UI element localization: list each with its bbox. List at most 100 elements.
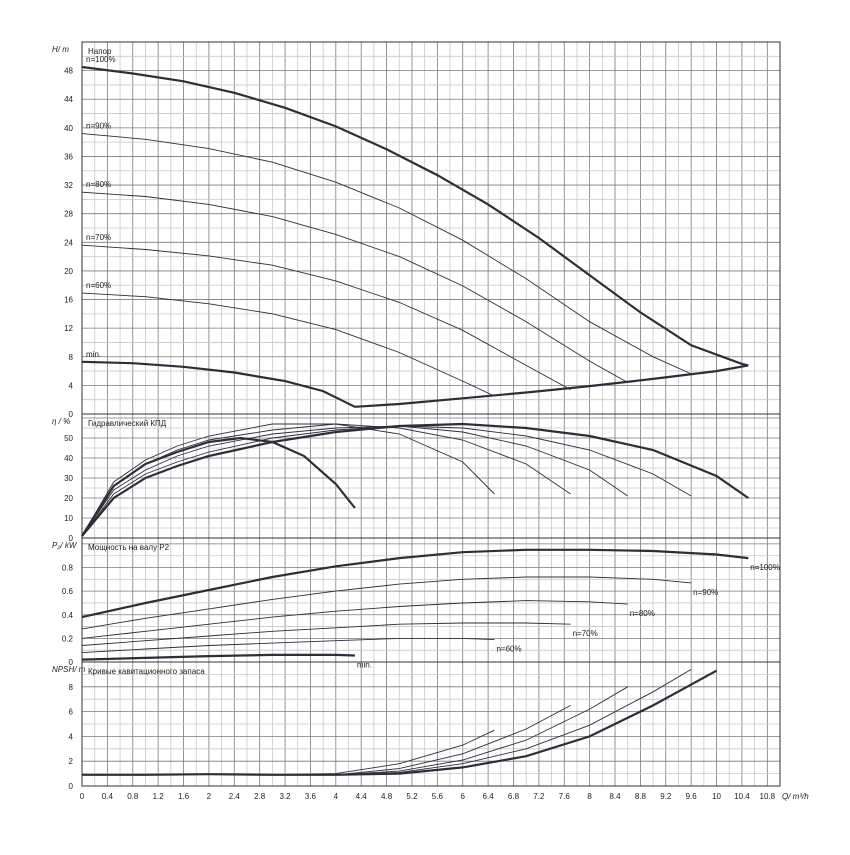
y-tick-label: 32 [64, 181, 73, 190]
y-tick-label: 48 [64, 67, 73, 76]
y-axis-label: η / % [52, 417, 70, 426]
x-tick-label: 10.8 [760, 792, 776, 801]
x-tick-label: 7.2 [533, 792, 545, 801]
y-tick-label: 20 [64, 494, 73, 503]
x-tick-label: 6.8 [508, 792, 520, 801]
series-label: n=80% [86, 180, 111, 189]
x-tick-label: 1.2 [153, 792, 165, 801]
series-label: min. [86, 350, 101, 359]
x-axis-label: Q/ m³/h [782, 792, 809, 801]
x-tick-label: 2.8 [254, 792, 266, 801]
y-axis-label: P₂/ kW [52, 541, 78, 550]
x-tick-label: 9.2 [660, 792, 672, 801]
y-tick-label: 0.6 [62, 587, 74, 596]
y-tick-label: 50 [64, 434, 73, 443]
x-tick-label: 9.6 [686, 792, 698, 801]
y-tick-label: 0 [69, 782, 74, 791]
x-tick-label: 5.6 [432, 792, 444, 801]
series-line-n-60- [81, 637, 495, 654]
y-tick-label: 4 [69, 732, 74, 741]
series-line-n-90- [81, 425, 692, 537]
y-tick-label: 8 [69, 683, 74, 692]
series-line-n-60- [81, 292, 495, 397]
y-tick-label: 36 [64, 152, 73, 161]
y-axis-label: H/ m [52, 45, 69, 54]
y-tick-label: 30 [64, 474, 73, 483]
series-line-n-80- [81, 191, 628, 383]
series-label: n=80% [630, 609, 655, 618]
series-line-n-70- [81, 423, 571, 537]
x-tick-label: 4 [334, 792, 339, 801]
y-tick-label: 4 [69, 381, 74, 390]
y-tick-label: 0.8 [62, 564, 74, 573]
x-tick-label: 2 [207, 792, 212, 801]
panel-frame [81, 413, 781, 539]
y-tick-label: 10 [64, 514, 73, 523]
series-label: n=100% [86, 55, 116, 64]
series-label: n=100% [750, 563, 780, 572]
panel-title: Кривые кавитационного запаса [88, 667, 205, 676]
y-tick-label: 12 [64, 324, 73, 333]
series-label: n=60% [496, 645, 521, 654]
y-tick-label: 2 [69, 757, 74, 766]
panel-title: Гидравлический КПД [88, 419, 167, 428]
x-tick-label: 8 [587, 792, 592, 801]
series-line-n-70- [81, 244, 571, 391]
panel-frame [81, 661, 781, 787]
x-tick-label: 8.8 [635, 792, 647, 801]
y-tick-label: 0.4 [62, 611, 74, 620]
series-line-n-70- [82, 705, 571, 776]
y-tick-label: 6 [69, 708, 74, 717]
x-tick-label: 4.8 [381, 792, 393, 801]
x-tick-label: 8.4 [609, 792, 621, 801]
series-line-n-100- [81, 65, 749, 367]
series-line-n-90- [81, 133, 692, 375]
y-tick-label: 0.2 [62, 634, 74, 643]
x-tick-label: 6.4 [483, 792, 495, 801]
series-label: n=60% [86, 281, 111, 290]
y-tick-label: 0 [69, 534, 74, 543]
y-tick-label: 28 [64, 210, 73, 219]
series-line-n-90- [81, 576, 692, 630]
y-tick-label: 40 [64, 124, 73, 133]
x-tick-label: 7.6 [559, 792, 571, 801]
series-line-min- [81, 436, 356, 537]
x-tick-label: 10.4 [734, 792, 750, 801]
series-line-n-70- [81, 622, 571, 646]
y-tick-label: 20 [64, 267, 73, 276]
y-tick-label: 0 [69, 410, 74, 419]
panel-title: Напор [88, 47, 112, 56]
x-tick-label: 4.4 [356, 792, 368, 801]
y-tick-label: 0 [69, 658, 74, 667]
y-tick-label: 16 [64, 296, 73, 305]
x-tick-label: 3.6 [305, 792, 317, 801]
series-label: n=70% [573, 629, 598, 638]
x-tick-label: 5.2 [406, 792, 418, 801]
series-line-min- [81, 653, 355, 661]
series-line-n-100- [81, 548, 749, 619]
series-line-n-60- [82, 729, 495, 776]
x-tick-label: 3.2 [279, 792, 291, 801]
panel-title: Мощность на валу P2 [88, 543, 170, 552]
series-line-n-60- [81, 423, 495, 537]
y-tick-label: 44 [64, 95, 73, 104]
series-line-n-80- [81, 600, 628, 639]
x-tick-label: 6 [461, 792, 466, 801]
series-label: n=90% [86, 122, 111, 131]
y-tick-label: 8 [69, 353, 74, 362]
x-tick-label: 2.4 [229, 792, 241, 801]
x-tick-label: 0 [80, 792, 85, 801]
series-line-min- [81, 360, 749, 408]
x-tick-label: 10 [712, 792, 721, 801]
y-axis-label: NPSH/ m [52, 665, 86, 674]
series-label: min. [357, 661, 372, 670]
x-tick-label: 0.8 [127, 792, 139, 801]
series-label: n=70% [86, 233, 111, 242]
series-label: n=90% [693, 588, 718, 597]
x-tick-label: 1.6 [178, 792, 190, 801]
series-line-n-80- [81, 425, 628, 537]
y-tick-label: 24 [64, 238, 73, 247]
y-tick-label: 40 [64, 454, 73, 463]
